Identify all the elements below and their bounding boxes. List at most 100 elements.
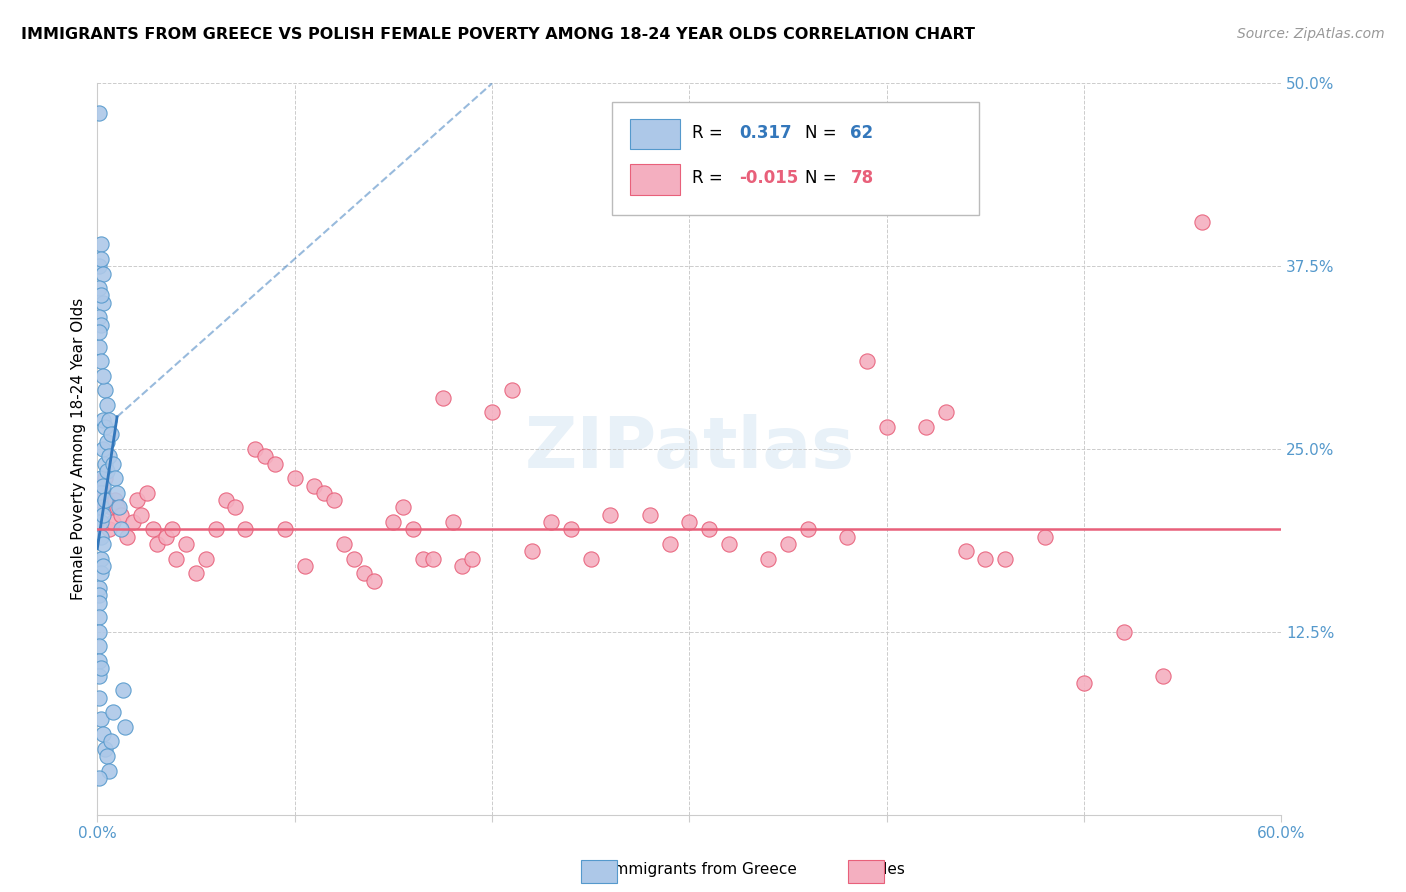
Point [89, 581, 111, 595]
Point [96, 434, 118, 449]
Point [142, 522, 165, 536]
Point [104, 471, 127, 485]
Text: IMMIGRANTS FROM GREECE VS POLISH FEMALE POVERTY AMONG 18-24 YEAR OLDS CORRELATIO: IMMIGRANTS FROM GREECE VS POLISH FEMALE … [21, 27, 976, 42]
Point [89, 588, 111, 602]
Point [90, 530, 112, 544]
Point [104, 493, 127, 508]
FancyBboxPatch shape [630, 119, 681, 149]
Point [90, 486, 112, 500]
Point [90, 713, 112, 727]
Point [776, 537, 799, 551]
Point [91, 295, 114, 310]
Point [91, 486, 114, 500]
Point [90, 318, 112, 332]
Point [382, 515, 405, 529]
Point [314, 486, 336, 500]
Point [1033, 530, 1056, 544]
Point [638, 508, 661, 522]
Point [110, 508, 132, 522]
Point [264, 457, 287, 471]
Point [91, 558, 114, 573]
Point [717, 537, 740, 551]
Point [98, 522, 121, 536]
Point [254, 450, 277, 464]
Point [101, 705, 124, 719]
Point [441, 515, 464, 529]
Point [96, 749, 118, 764]
Text: Poles: Poles [866, 863, 905, 877]
Point [1191, 215, 1213, 229]
Point [89, 640, 111, 654]
Point [100, 500, 122, 515]
Point [94, 457, 117, 471]
Point [540, 515, 562, 529]
Point [90, 515, 112, 529]
Text: 0.317: 0.317 [740, 124, 792, 142]
Y-axis label: Female Poverty Among 18-24 Year Olds: Female Poverty Among 18-24 Year Olds [72, 298, 86, 600]
Point [935, 405, 957, 419]
Point [89, 259, 111, 273]
Point [304, 478, 326, 492]
Point [501, 384, 523, 398]
Point [135, 486, 157, 500]
Text: 62: 62 [851, 124, 873, 142]
Point [96, 398, 118, 412]
Point [90, 471, 112, 485]
Point [122, 515, 145, 529]
Point [392, 500, 415, 515]
Text: Immigrants from Greece: Immigrants from Greece [609, 863, 797, 877]
Text: N =: N = [806, 169, 842, 187]
Point [114, 720, 136, 734]
Point [353, 566, 375, 581]
Point [90, 252, 112, 266]
Point [98, 413, 121, 427]
Text: -0.015: -0.015 [740, 169, 799, 187]
Point [235, 522, 257, 536]
Point [1112, 624, 1135, 639]
Point [678, 515, 700, 529]
Point [129, 508, 152, 522]
Point [89, 690, 111, 705]
Point [100, 427, 122, 442]
Text: N =: N = [806, 124, 842, 142]
Point [323, 493, 346, 508]
Point [89, 771, 111, 785]
Text: ZIPatlas: ZIPatlas [524, 415, 855, 483]
Point [697, 522, 720, 536]
Point [101, 515, 124, 529]
Point [100, 734, 122, 748]
Point [89, 493, 111, 508]
Point [89, 325, 111, 339]
Point [333, 537, 356, 551]
Point [658, 537, 681, 551]
Point [756, 551, 779, 566]
Point [155, 530, 177, 544]
Text: Source: ZipAtlas.com: Source: ZipAtlas.com [1237, 27, 1385, 41]
Point [204, 522, 226, 536]
Point [90, 288, 112, 302]
Point [797, 522, 820, 536]
Point [110, 522, 132, 536]
Point [1073, 676, 1095, 690]
Point [915, 420, 938, 434]
Point [98, 764, 121, 778]
Point [91, 727, 114, 741]
Text: R =: R = [692, 124, 728, 142]
Point [90, 478, 112, 492]
Point [91, 368, 114, 383]
Point [90, 500, 112, 515]
Point [90, 661, 112, 675]
FancyBboxPatch shape [630, 164, 681, 194]
Point [955, 544, 977, 558]
Point [214, 493, 236, 508]
Point [194, 551, 217, 566]
Point [91, 478, 114, 492]
Point [125, 493, 148, 508]
Point [294, 558, 316, 573]
Point [108, 500, 131, 515]
Point [89, 610, 111, 624]
Point [91, 442, 114, 456]
Point [94, 420, 117, 434]
Point [89, 310, 111, 325]
Point [96, 464, 118, 478]
